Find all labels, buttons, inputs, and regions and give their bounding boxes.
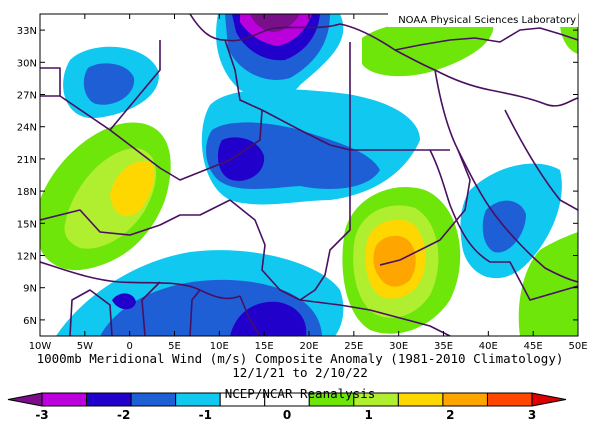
colorbar-swatch xyxy=(175,392,221,407)
map-panel xyxy=(40,14,578,336)
colorbar-swatch xyxy=(486,392,533,407)
lat-label: 24N xyxy=(17,123,37,134)
credit-box xyxy=(388,11,578,27)
colorbar-label: -3 xyxy=(35,408,48,422)
credit-text: NOAA Physical Sciences Laboratory xyxy=(398,15,576,26)
colorbar-swatch xyxy=(442,392,488,407)
shading-negative xyxy=(56,14,562,336)
colorbar xyxy=(7,392,567,407)
lon-label: 50E xyxy=(568,341,587,352)
colorbar-label: 2 xyxy=(446,408,454,422)
colorbar-swatch xyxy=(86,392,132,407)
lat-label: 27N xyxy=(17,91,37,102)
chart-title: 1000mb Meridional Wind (m/s) Composite A… xyxy=(37,351,564,366)
colorbar-label: -1 xyxy=(199,408,212,422)
lat-label: 12N xyxy=(17,252,37,263)
longitude-labels: 10W 5W 0 5E 10E 15E 20E 25E 30E 35E 40E 45E 50E xyxy=(29,341,588,352)
colorbar-max-arrow xyxy=(531,392,567,407)
lat-label: 6N xyxy=(23,316,37,327)
lon-label: 40E xyxy=(479,341,498,352)
shading-positive xyxy=(40,14,578,336)
colorbar-labels: -3 -2 -1 0 1 2 3 xyxy=(35,408,536,422)
lat-label: 21N xyxy=(17,155,37,166)
colorbar-label: 1 xyxy=(364,408,372,422)
lon-label: 10W xyxy=(29,341,52,352)
lon-label: 35E xyxy=(434,341,453,352)
chart-subtitle: 12/1/21 to 2/10/22 xyxy=(232,365,367,380)
lat-label: 15N xyxy=(17,219,37,230)
colorbar-swatch xyxy=(130,392,177,407)
lon-label: 15E xyxy=(255,341,274,352)
lon-label: 45E xyxy=(524,341,543,352)
lon-label: 25E xyxy=(344,341,363,352)
lat-label: 30N xyxy=(17,58,37,69)
colorbar-swatch xyxy=(41,392,88,407)
source-text: NCEP/NCAR Reanalysis xyxy=(225,386,376,401)
lon-label: 0 xyxy=(126,341,132,352)
lon-label: 30E xyxy=(389,341,408,352)
colorbar-swatch xyxy=(397,392,444,407)
lon-label: 20E xyxy=(299,341,318,352)
colorbar-label: -2 xyxy=(117,408,130,422)
colorbar-label: 0 xyxy=(283,408,291,422)
lat-label: 33N xyxy=(17,26,37,37)
lon-label: 5E xyxy=(168,341,181,352)
lon-label: 5W xyxy=(77,341,93,352)
colorbar-label: 3 xyxy=(528,408,536,422)
lat-label: 18N xyxy=(17,187,37,198)
lat-label: 9N xyxy=(23,284,37,295)
colorbar-min-arrow xyxy=(7,392,43,407)
borders xyxy=(40,14,578,336)
lon-label: 10E xyxy=(210,341,229,352)
latitude-labels: 33N 30N 27N 24N 21N 18N 15N 12N 9N 6N xyxy=(17,26,37,327)
